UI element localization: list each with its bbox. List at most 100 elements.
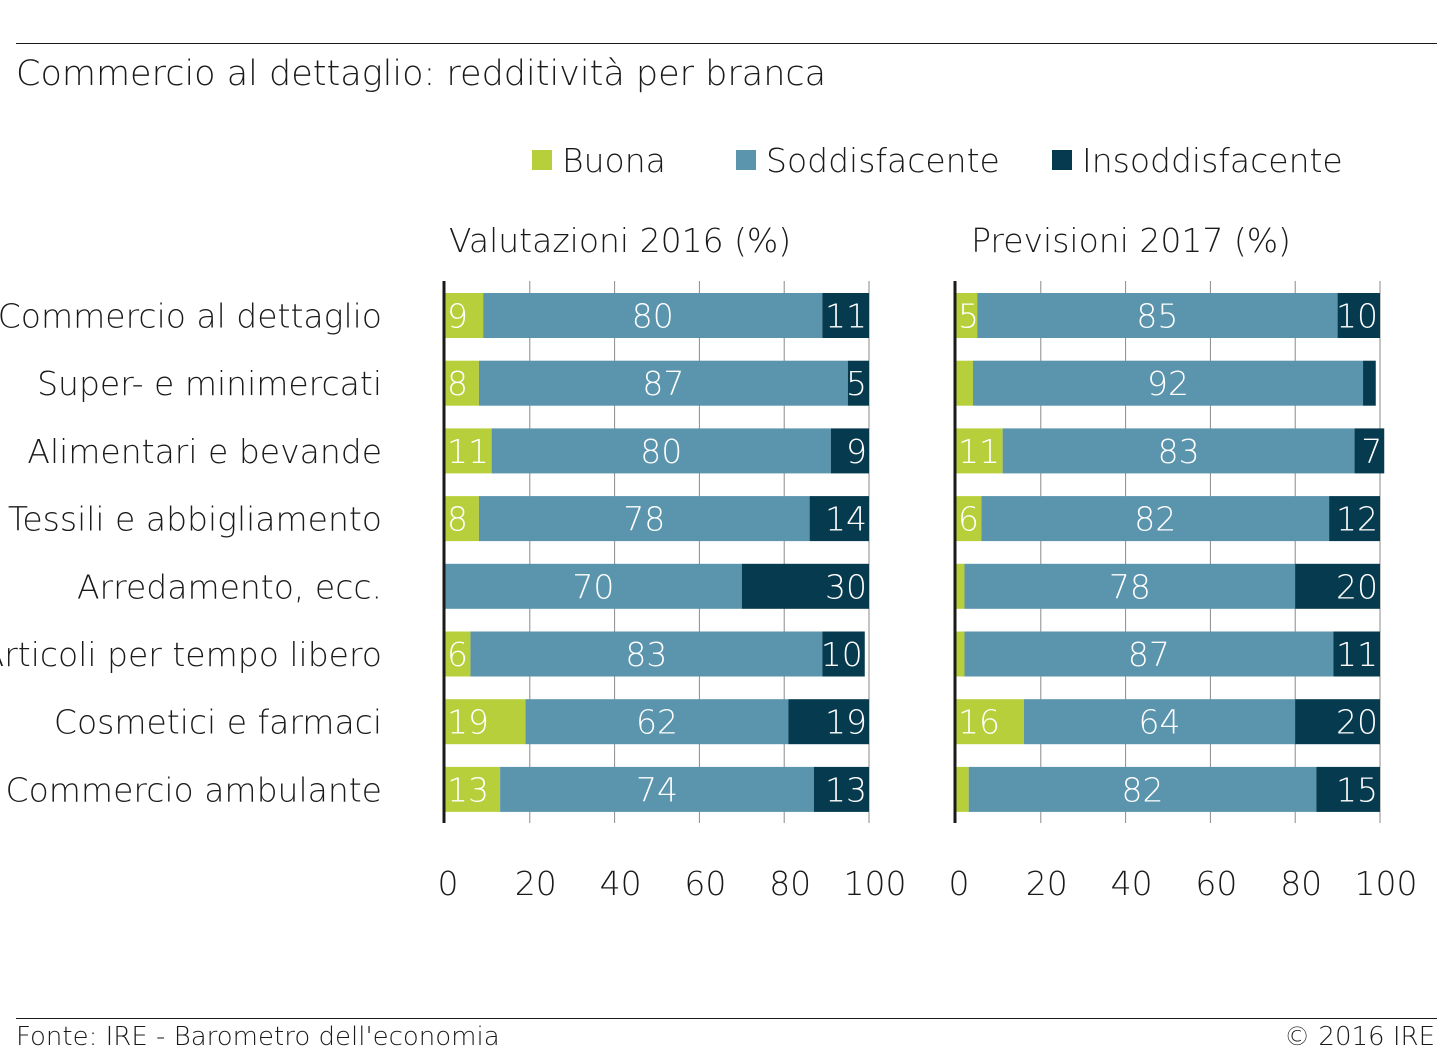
data-label: 16	[958, 703, 1000, 742]
bar-insoddisfacente	[1295, 699, 1380, 745]
x-tick-label: 100	[844, 864, 907, 903]
legend-swatch-soddisfacente	[736, 150, 756, 170]
bar-insoddisfacente	[1363, 360, 1376, 406]
data-label: 20	[1336, 703, 1378, 742]
data-label: 85	[1136, 297, 1178, 336]
source-note: Fonte: IRE - Barometro dell'economia	[16, 1022, 500, 1052]
data-label: 82	[1122, 770, 1164, 809]
bar-buona	[445, 293, 484, 338]
top-rule	[16, 43, 1437, 44]
bar-buona	[956, 293, 978, 338]
bar-buona	[956, 563, 965, 609]
data-label: 11	[958, 432, 1000, 471]
bar-insoddisfacente	[847, 360, 869, 406]
bar-buona	[956, 631, 965, 677]
legend-item-buona: Buona	[532, 140, 666, 180]
data-label: 5	[846, 364, 867, 403]
data-label: 74	[636, 770, 678, 809]
bar-soddisfacente	[1023, 699, 1296, 745]
bar-soddisfacente	[981, 496, 1330, 542]
category-label: Super- e minimercati	[37, 364, 382, 403]
data-label: 19	[447, 703, 489, 742]
x-tick-label: 60	[1195, 864, 1237, 903]
bar-soddisfacente	[491, 428, 831, 474]
data-label: 70	[572, 567, 614, 606]
category-label: Cosmetici e farmaci	[54, 703, 382, 742]
data-label: 20	[1336, 567, 1378, 606]
data-label: 92	[1147, 364, 1189, 403]
data-label: 62	[636, 703, 678, 742]
bottom-rule	[16, 1018, 1437, 1019]
data-label: 82	[1134, 500, 1176, 539]
bar-insoddisfacente	[822, 631, 865, 677]
bar-buona	[445, 428, 492, 474]
x-tick-label: 20	[515, 864, 557, 903]
bar-soddisfacente	[500, 766, 814, 812]
data-label: 11	[447, 432, 489, 471]
x-tick-label: 40	[600, 864, 642, 903]
bar-insoddisfacente	[1333, 631, 1380, 677]
bar-insoddisfacente	[822, 293, 869, 338]
bar-soddisfacente	[478, 496, 810, 542]
x-tick-label: 80	[769, 864, 811, 903]
bar-insoddisfacente	[741, 563, 869, 609]
category-label: Tessili e abbigliamento	[8, 500, 382, 539]
legend-swatch-buona	[532, 150, 552, 170]
data-label: 87	[642, 364, 684, 403]
legend-label-soddisfacente: Soddisfacente	[766, 140, 1000, 180]
data-label: 8	[447, 500, 468, 539]
bar-insoddisfacente	[813, 766, 869, 812]
bar-insoddisfacente	[1329, 496, 1380, 542]
bar-buona	[956, 496, 982, 542]
x-tick-label: 60	[684, 864, 726, 903]
bar-buona	[445, 496, 479, 542]
data-label: 10	[821, 635, 863, 674]
data-label: 64	[1139, 703, 1181, 742]
bar-buona	[956, 360, 973, 406]
bar-soddisfacente	[483, 293, 823, 338]
data-label: 19	[825, 703, 867, 742]
data-label: 5	[958, 297, 979, 336]
data-label: 80	[640, 432, 682, 471]
data-label: 14	[825, 500, 867, 539]
data-label: 15	[1336, 770, 1378, 809]
legend-label-insoddisfacente: Insoddisfacente	[1082, 140, 1343, 180]
bar-soddisfacente	[968, 766, 1317, 812]
data-label: 83	[1158, 432, 1200, 471]
data-label: 6	[958, 500, 979, 539]
data-label: 8	[447, 364, 468, 403]
chart-title: Commercio al dettaglio: redditività per …	[16, 54, 827, 94]
bar-soddisfacente	[1002, 428, 1355, 474]
legend-item-insoddisfacente: Insoddisfacente	[1052, 140, 1343, 180]
panel-title-previsioni: Previsioni 2017 (%)	[971, 221, 1291, 260]
bar-soddisfacente	[470, 631, 823, 677]
data-label: 9	[846, 432, 867, 471]
copyright-note: © 2016 IRE	[1284, 1022, 1435, 1052]
stacked-bar-chart: Commercio al dettaglio Super- e minimerca…	[0, 221, 1418, 903]
bar-buona	[445, 766, 501, 812]
data-label: 12	[1336, 500, 1378, 539]
data-label: 80	[632, 297, 674, 336]
category-label: Commercio al dettaglio	[0, 297, 382, 336]
legend-label-buona: Buona	[562, 140, 666, 180]
bar-insoddisfacente	[830, 428, 869, 474]
panel-title-valutazioni: Valutazioni 2016 (%)	[449, 221, 791, 260]
bar-buona	[956, 766, 969, 812]
bar-insoddisfacente	[1295, 563, 1380, 609]
x-tick-label: 20	[1026, 864, 1068, 903]
bar-buona	[445, 631, 471, 677]
bar-soddisfacente	[445, 563, 742, 609]
bar-soddisfacente	[977, 293, 1338, 338]
data-label: 30	[825, 567, 867, 606]
data-label: 11	[1336, 635, 1378, 674]
bar-insoddisfacente	[1316, 766, 1380, 812]
bar-insoddisfacente	[788, 699, 869, 745]
category-label: Arredamento, ecc.	[77, 567, 382, 606]
bar-soddisfacente	[964, 563, 1296, 609]
bar-buona	[956, 699, 1024, 745]
data-label: 83	[625, 635, 667, 674]
bar-soddisfacente	[478, 360, 848, 406]
bar-buona	[445, 360, 479, 406]
x-tick-label: 0	[949, 864, 970, 903]
bar-insoddisfacente	[1337, 293, 1380, 338]
